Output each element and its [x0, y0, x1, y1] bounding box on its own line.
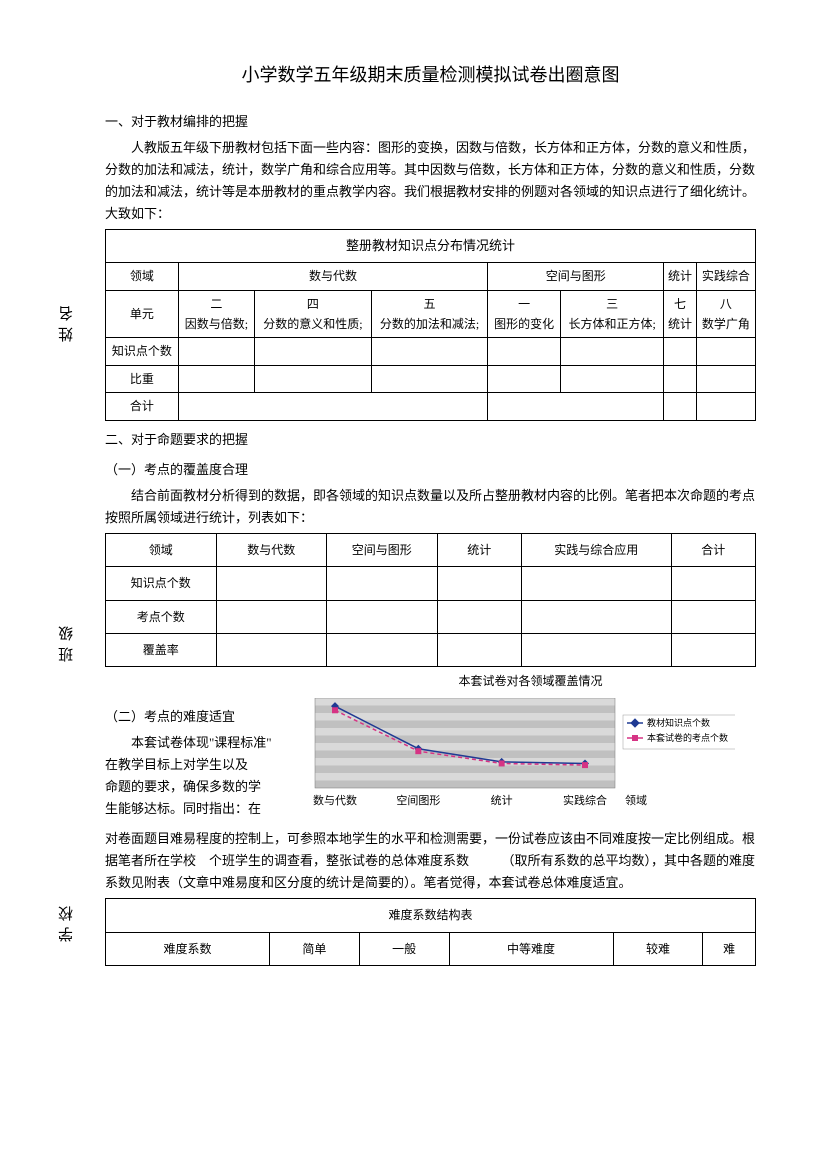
t2-h4: 实践与综合应用 — [522, 533, 672, 566]
t2-r2: 考点个数 — [106, 600, 217, 633]
t3-h4: 较难 — [613, 932, 703, 965]
t1-u5: 三长方体和正方体; — [561, 290, 664, 338]
t3-h0: 难度系数 — [106, 932, 270, 965]
section3-para: 对卷面题目难易程度的控制上，可参照本地学生的水平和检测需要，一份试卷应该由不同难… — [105, 828, 756, 894]
t1-r1-space: 空间与图形 — [488, 263, 664, 290]
side-label-school: 学校 — [55, 900, 81, 942]
table1-caption: 整册教材知识点分布情况统计 — [106, 230, 756, 263]
table-knowledge-dist: 整册教材知识点分布情况统计 领域 数与代数 空间与图形 统计 实践综合 单元 二… — [105, 229, 756, 420]
t3-h5: 难 — [703, 932, 756, 965]
t1-u6: 七统计 — [664, 290, 696, 338]
section2-sub1: （一）考点的覆盖度合理 — [105, 459, 756, 481]
section1-para: 人教版五年级下册教材包括下面一些内容：图形的变换，因数与倍数，长方体和正方体，分… — [105, 137, 756, 225]
t2-r1: 知识点个数 — [106, 567, 217, 600]
t1-u3: 五分数的加法和减法; — [371, 290, 488, 338]
t1-r1-math: 数与代数 — [178, 263, 488, 290]
t2-h3: 统计 — [437, 533, 522, 566]
t3-h1: 简单 — [270, 932, 360, 965]
t2-h5: 合计 — [671, 533, 756, 566]
t3-h2: 一般 — [359, 932, 449, 965]
svg-text:实践综合: 实践综合 — [563, 793, 607, 807]
svg-text:数与代数: 数与代数 — [313, 794, 357, 807]
t1-u2: 四分数的意义和性质; — [255, 290, 372, 338]
t3-caption: 难度系数结构表 — [106, 899, 756, 932]
chart-caption: 本套试卷对各领域覆盖情况 — [105, 671, 756, 691]
side-label-name: 姓名 — [55, 300, 81, 342]
t1-u4: 一图形的变化 — [488, 290, 561, 338]
t2-h2: 空间与图形 — [327, 533, 438, 566]
coverage-chart: 数与代数 空间图形 统计 实践综合 领域 教材知识点个数本套试卷的考点个数 — [305, 698, 756, 828]
section2-sub2: （二）考点的难度适宜 — [105, 706, 295, 728]
page-title: 小学数学五年级期末质量检测模拟试卷出圈意图 — [105, 60, 756, 91]
svg-text:空间图形: 空间图形 — [396, 793, 440, 807]
t2-h0: 领域 — [106, 533, 217, 566]
table-coverage: 领域 数与代数 空间与图形 统计 实践与综合应用 合计 知识点个数 考点个数 覆… — [105, 533, 756, 668]
wrap-l3: 命题的要求，确保多数的学 — [105, 776, 295, 798]
section2-para: 结合前面教材分析得到的数据，即各领域的知识点数量以及所占整册教材内容的比例。笔者… — [105, 485, 756, 529]
t2-h1: 数与代数 — [216, 533, 327, 566]
t1-u1: 二因数与倍数; — [178, 290, 254, 338]
wrap-l4: 生能够达标。同时指出：在 — [105, 798, 295, 820]
svg-text:教材知识点个数: 教材知识点个数 — [647, 717, 710, 728]
wrap-l2: 在教学目标上对学生以及 — [105, 754, 295, 776]
wrap-l1: 本套试卷体现"课程标准" — [105, 732, 295, 754]
section2-heading: 二、对于命题要求的把握 — [105, 429, 756, 451]
t1-r1-domain: 领域 — [106, 263, 179, 290]
t1-r2-unit: 单元 — [106, 290, 179, 338]
t1-r4: 比重 — [106, 365, 179, 392]
section1-heading: 一、对于教材编排的把握 — [105, 111, 756, 133]
side-label-class: 班级 — [55, 620, 81, 662]
t1-r1-practice: 实践综合 — [696, 263, 755, 290]
t1-r3: 知识点个数 — [106, 338, 179, 365]
svg-text:本套试卷的考点个数: 本套试卷的考点个数 — [647, 732, 728, 743]
t1-r1-stat: 统计 — [664, 263, 696, 290]
chart-svg: 数与代数 空间图形 统计 实践综合 领域 教材知识点个数本套试卷的考点个数 — [305, 698, 735, 828]
t3-h3: 中等难度 — [449, 932, 613, 965]
t1-u7: 八数学广角 — [696, 290, 755, 338]
svg-text:统计: 统计 — [491, 794, 513, 807]
t2-r3: 覆盖率 — [106, 634, 217, 667]
t1-r5: 合计 — [106, 393, 179, 420]
table-difficulty: 难度系数结构表 难度系数 简单 一般 中等难度 较难 难 — [105, 898, 756, 966]
svg-text:领域: 领域 — [625, 794, 647, 807]
